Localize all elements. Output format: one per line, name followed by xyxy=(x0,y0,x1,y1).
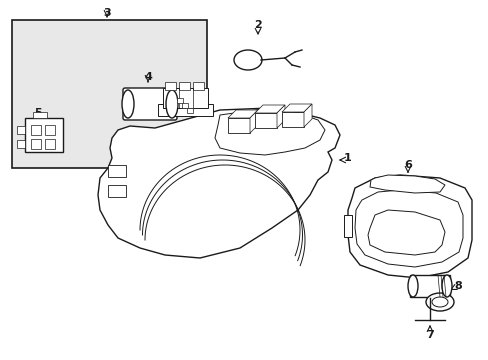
Bar xyxy=(17,126,25,134)
Bar xyxy=(108,165,126,177)
Bar xyxy=(163,88,207,108)
Bar xyxy=(25,118,63,152)
Text: 3: 3 xyxy=(103,8,111,18)
Text: 2: 2 xyxy=(254,20,262,30)
Bar xyxy=(182,103,187,108)
Bar xyxy=(193,82,203,90)
Ellipse shape xyxy=(425,293,453,311)
Bar xyxy=(158,104,213,116)
Bar xyxy=(45,125,55,135)
Bar xyxy=(227,118,249,133)
Bar xyxy=(33,112,47,118)
Polygon shape xyxy=(347,175,471,278)
Ellipse shape xyxy=(234,50,262,70)
Bar xyxy=(108,185,126,197)
Polygon shape xyxy=(354,190,462,267)
Ellipse shape xyxy=(441,275,451,297)
FancyBboxPatch shape xyxy=(123,88,177,120)
Bar xyxy=(343,215,351,237)
Polygon shape xyxy=(254,105,285,113)
Polygon shape xyxy=(215,108,325,155)
Polygon shape xyxy=(282,104,311,112)
Bar xyxy=(17,140,25,148)
Polygon shape xyxy=(249,110,258,133)
Text: 7: 7 xyxy=(425,330,433,340)
Bar xyxy=(45,139,55,149)
Text: 8: 8 xyxy=(453,281,461,291)
Bar xyxy=(179,82,190,90)
Ellipse shape xyxy=(407,275,417,297)
Ellipse shape xyxy=(122,90,134,118)
Bar xyxy=(177,98,183,103)
Bar xyxy=(254,113,276,128)
Polygon shape xyxy=(98,108,339,258)
Polygon shape xyxy=(367,210,444,255)
Bar xyxy=(282,112,304,127)
Ellipse shape xyxy=(165,90,178,118)
Bar xyxy=(164,82,176,90)
Text: 1: 1 xyxy=(344,153,351,163)
Polygon shape xyxy=(369,175,444,193)
Bar xyxy=(12,20,206,168)
Polygon shape xyxy=(227,110,258,118)
Ellipse shape xyxy=(431,297,447,307)
Polygon shape xyxy=(304,104,311,127)
Polygon shape xyxy=(276,105,285,128)
Text: 5: 5 xyxy=(34,108,42,118)
Bar xyxy=(31,125,41,135)
Bar xyxy=(31,139,41,149)
Bar xyxy=(409,275,449,297)
Bar xyxy=(186,108,193,113)
Text: 4: 4 xyxy=(144,72,152,82)
Text: 6: 6 xyxy=(403,160,411,170)
